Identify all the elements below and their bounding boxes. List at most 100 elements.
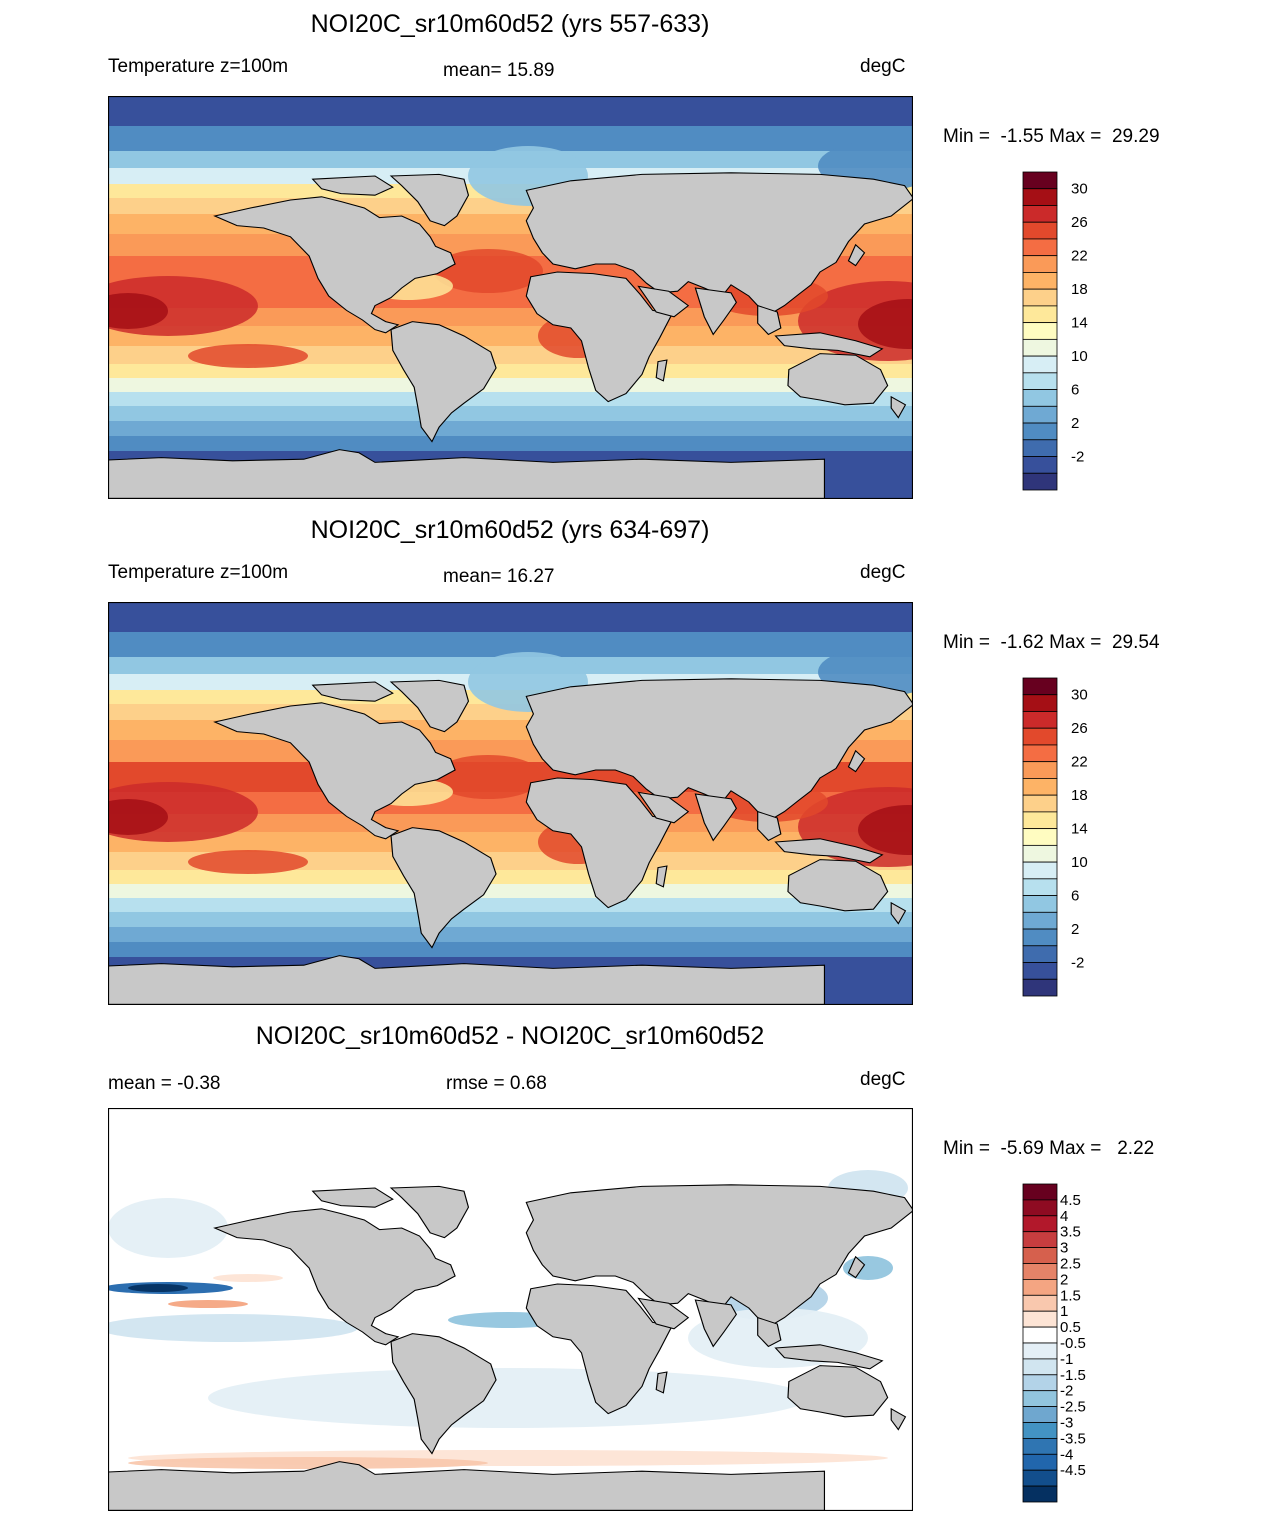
- landmass-india: [694, 793, 738, 842]
- colorbar-swatch: [1022, 238, 1058, 257]
- landmass-southAmerica: [390, 321, 497, 443]
- colorbar-swatch: [1022, 744, 1058, 763]
- colorbar-swatch: [1022, 1231, 1058, 1249]
- colorbar-swatch: [1022, 171, 1058, 190]
- colorbar-swatch: [1022, 472, 1058, 491]
- colorbar-swatch: [1022, 255, 1058, 273]
- colorbar: 30 26 22 18 14 10 6 2 -2: [1022, 171, 1088, 491]
- center-label: rmse = 0.68: [446, 1073, 547, 1094]
- landmass-southAmerica: [390, 1333, 497, 1455]
- colorbar-swatch: [1022, 456, 1058, 474]
- landmass-northAmerica: [213, 702, 456, 840]
- colorbar-swatch: [1022, 1247, 1058, 1264]
- difference-map: [108, 1108, 913, 1511]
- colorbar-swatch: [1022, 1390, 1058, 1407]
- landmass-antarctica: [108, 449, 826, 499]
- colorbar-swatch: [1022, 272, 1058, 290]
- min-max-label: Min = -1.55 Max = 29.29: [943, 126, 1160, 147]
- colorbar-tick-label: -4.5: [1060, 1462, 1086, 1479]
- colorbar-swatch: [1022, 1199, 1058, 1217]
- colorbar-swatch: [1022, 205, 1058, 223]
- colorbar-swatch: [1022, 978, 1058, 997]
- colorbar-swatch: [1022, 288, 1058, 307]
- landmass-arabia: [637, 285, 690, 318]
- colorbar-tick-label: 14: [1071, 315, 1088, 332]
- colorbar-swatch: [1022, 439, 1058, 457]
- colorbar-tick-label: -2: [1071, 449, 1084, 466]
- colorbar-swatch: [1022, 221, 1058, 240]
- colorbar-tick-label: -4: [1060, 1446, 1073, 1463]
- colorbar-tick-label: 10: [1071, 348, 1088, 365]
- landmass-india: [694, 1299, 738, 1348]
- landmass-japan: [847, 243, 866, 267]
- colorbar-swatch: [1022, 844, 1058, 863]
- landmass-indonesia: [774, 332, 884, 358]
- panel-title: NOI20C_sr10m60d52 (yrs 557-633): [310, 10, 710, 38]
- landmass-eurasia: [525, 172, 913, 315]
- colorbar-swatch: [1022, 1485, 1058, 1503]
- colorbar-swatch: [1022, 305, 1058, 324]
- landmass-eurasia: [525, 678, 913, 821]
- colorbar-tick-label: 4.5: [1060, 1192, 1081, 1209]
- colorbar-swatch: [1022, 405, 1058, 424]
- colorbar-swatch: [1022, 928, 1058, 947]
- landmass-japan: [847, 1255, 866, 1279]
- colorbar-swatch: [1022, 1469, 1058, 1487]
- landmass-seAsia: [757, 810, 782, 842]
- landmass-japan: [847, 749, 866, 773]
- landmass-arabia: [637, 791, 690, 824]
- colorbar-tick-label: 30: [1071, 181, 1088, 198]
- landmass-arcticIslands: [311, 681, 394, 702]
- colorbar-swatch: [1022, 1279, 1058, 1296]
- colorbar-tick-label: -1: [1060, 1351, 1073, 1368]
- colorbar-tick-label: -1.5: [1060, 1367, 1086, 1384]
- colorbar-swatch: [1022, 761, 1058, 779]
- colorbar-swatch: [1022, 1453, 1058, 1471]
- colorbar-swatch: [1022, 828, 1058, 846]
- colorbar-swatch: [1022, 711, 1058, 729]
- colorbar-tick-label: 10: [1071, 854, 1088, 871]
- colorbar-swatch: [1022, 1406, 1058, 1423]
- colorbar-swatch: [1022, 1263, 1058, 1280]
- landmass-australia: [787, 859, 889, 912]
- landmass-africa: [525, 777, 674, 909]
- panel-2: NOI20C_sr10m60d52 (yrs 634-697) Temperat…: [0, 506, 1285, 1012]
- colorbar-swatch: [1022, 355, 1058, 374]
- colorbar-swatch: [1022, 794, 1058, 813]
- colorbar-tick-label: 22: [1071, 754, 1088, 771]
- colorbar-swatch: [1022, 945, 1058, 963]
- colorbar-swatch: [1022, 727, 1058, 746]
- colorbar-tick-label: 3: [1060, 1240, 1068, 1257]
- landmass-seAsia: [757, 304, 782, 336]
- landmass-india: [694, 287, 738, 336]
- colorbar-swatch: [1022, 1183, 1058, 1201]
- panel-title: NOI20C_sr10m60d52 (yrs 634-697): [310, 516, 710, 544]
- colorbar-tick-label: 18: [1071, 281, 1088, 298]
- colorbar-tick-label: 2: [1060, 1271, 1068, 1288]
- colorbar: 4.543.532.521.510.5-0.5-1-1.5-2-2.5-3-3.…: [1022, 1183, 1086, 1503]
- colorbar-tick-label: 14: [1071, 821, 1088, 838]
- landmass-indonesia: [774, 838, 884, 864]
- colorbar-swatch: [1022, 1326, 1058, 1344]
- landmass-nz: [890, 395, 907, 419]
- landmass-madagascar: [655, 865, 668, 888]
- colorbar-tick-label: 1.5: [1060, 1287, 1081, 1304]
- landmass-madagascar: [655, 359, 668, 382]
- colorbar-tick-label: 4: [1060, 1208, 1068, 1225]
- colorbar-tick-label: 2: [1071, 921, 1079, 938]
- landmass-nz: [890, 1407, 907, 1431]
- colorbar-swatch: [1022, 1342, 1058, 1360]
- landmass-southAmerica: [390, 827, 497, 949]
- landmass-northAmerica: [213, 1208, 456, 1346]
- colorbar-swatch: [1022, 694, 1058, 712]
- panel-1: NOI20C_sr10m60d52 (yrs 557-633) Temperat…: [0, 0, 1285, 506]
- temperature-map: [108, 96, 913, 499]
- units-label: degC: [860, 1069, 906, 1090]
- units-label: degC: [860, 56, 906, 77]
- colorbar-swatch: [1022, 677, 1058, 696]
- colorbar-tick-label: -2.5: [1060, 1399, 1086, 1416]
- colorbar-tick-label: 0.5: [1060, 1319, 1081, 1336]
- colorbar-swatch: [1022, 1437, 1058, 1455]
- landmass-australia: [787, 1365, 889, 1418]
- colorbar-swatch: [1022, 389, 1058, 407]
